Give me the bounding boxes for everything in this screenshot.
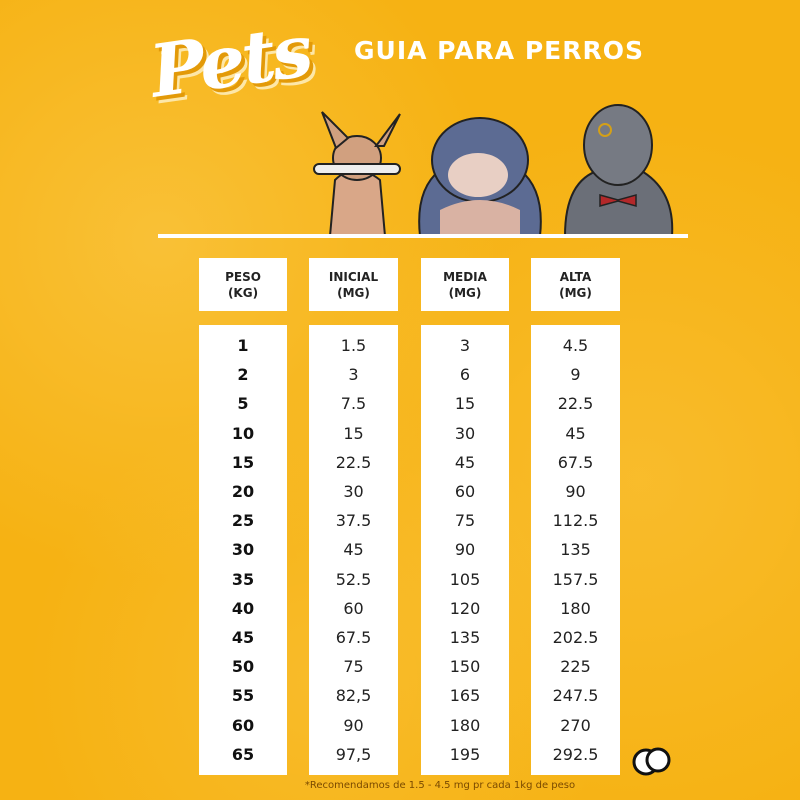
table-cell: 2 [237,365,249,385]
table-cell: 4.5 [562,336,589,355]
table-cell: 22.5 [335,452,372,472]
table-cell: 20 [231,482,255,501]
table-cell: 105 [449,569,481,589]
table-cell: 292.5 [552,744,599,764]
table-cell: 225 [560,657,591,677]
table-cell: 1.5 [340,336,367,355]
table-cell: 9 [570,365,581,385]
bully-illustration [418,117,542,236]
header-unit: (KG) [227,285,259,300]
header-media: MEDIA (MG) [421,258,509,311]
table-cell: 270 [560,715,591,735]
table-cell: 60 [343,598,364,618]
table-cell: 135 [449,628,481,647]
header-unit: (MG) [559,285,592,300]
header-unit: (MG) [337,285,370,300]
header-label: ALTA [559,269,592,284]
table-cell: 15 [454,394,476,414]
dosage-note: *Recomendamos de 1.5 - 4.5 mg pr cada 1k… [304,780,576,791]
dog-illustrations [313,104,674,236]
table-cell: 37.5 [335,511,372,531]
table-cell: 5 [237,394,249,414]
table-cell: 97,5 [335,744,372,764]
table-cell: 6 [459,365,471,385]
table-cell: 135 [560,540,591,560]
table-cell: 52.5 [335,569,372,589]
table-cell: 55 [231,686,255,706]
table-cell: 40 [231,598,255,618]
table-cell: 45 [565,423,586,443]
column-peso: 1 2 5 10 15 20 25 30 35 40 45 50 55 60 65 [199,325,287,775]
column-media: 3 6 15 30 45 60 75 90 105 120 135 150 165 180 195 [421,325,509,775]
table-cell: 25 [231,511,255,531]
table-cell: 22.5 [557,394,594,414]
table-cell: 30 [343,482,364,501]
table-cell: 120 [449,598,481,618]
table-cell: 82,5 [335,686,372,706]
chihuahua-illustration [313,111,401,236]
great-dane-illustration [563,104,674,236]
table-cell: 195 [449,744,481,764]
page-title: GUIA PARA PERROS [354,36,645,65]
table-cell: 60 [454,482,476,501]
table-cell: 3 [348,365,359,385]
header-unit: (MG) [448,285,482,300]
table-cell: 30 [231,540,255,560]
table-cell: 7.5 [340,394,367,414]
table-cell: 75 [454,511,476,531]
table-cell: 50 [231,657,255,677]
table-cell: 202.5 [552,628,599,647]
table-cell: 30 [454,423,476,443]
header-inicial: INICIAL (MG) [309,258,398,311]
table-cell: 157.5 [552,569,599,589]
table-cell: 90 [454,540,476,560]
table-cell: 90 [565,482,586,501]
table-cell: 67.5 [335,628,372,647]
table-cell: 75 [343,657,364,677]
table-cell: 3 [459,336,471,355]
table-cell: 45 [231,628,255,647]
header-label: INICIAL [328,269,379,284]
table-cell: 45 [343,540,364,560]
table-cell: 180 [560,598,591,618]
column-inicial: 1.5 3 7.5 15 22.5 30 37.5 45 52.5 60 67.5 75 82,5 90 9… [309,325,398,775]
gg-brand-mark [632,747,671,776]
table-cell: 1 [237,336,249,355]
shelf-divider [158,234,688,238]
table-cell: 67.5 [557,452,594,472]
header-label: MEDIA [443,269,487,284]
header-peso: PESO (KG) [199,258,287,311]
table-cell: 150 [449,657,481,677]
table-cell: 65 [231,744,255,764]
table-cell: 15 [343,423,364,443]
table-cell: 165 [449,686,481,706]
table-cell: 45 [454,452,476,472]
header-label: PESO [225,269,261,284]
table-cell: 15 [231,452,255,472]
table-cell: 10 [231,423,255,443]
table-cell: 35 [231,569,255,589]
table-cell: 247.5 [552,686,599,706]
table-cell: 90 [343,715,364,735]
header-alta: ALTA (MG) [531,258,620,311]
table-cell: 60 [231,715,255,735]
table-cell: 180 [449,715,481,735]
column-alta: 4.5 9 22.5 45 67.5 90 112.5 135 157.5 180 202.5 225… [531,325,620,775]
table-cell: 112.5 [552,511,599,531]
